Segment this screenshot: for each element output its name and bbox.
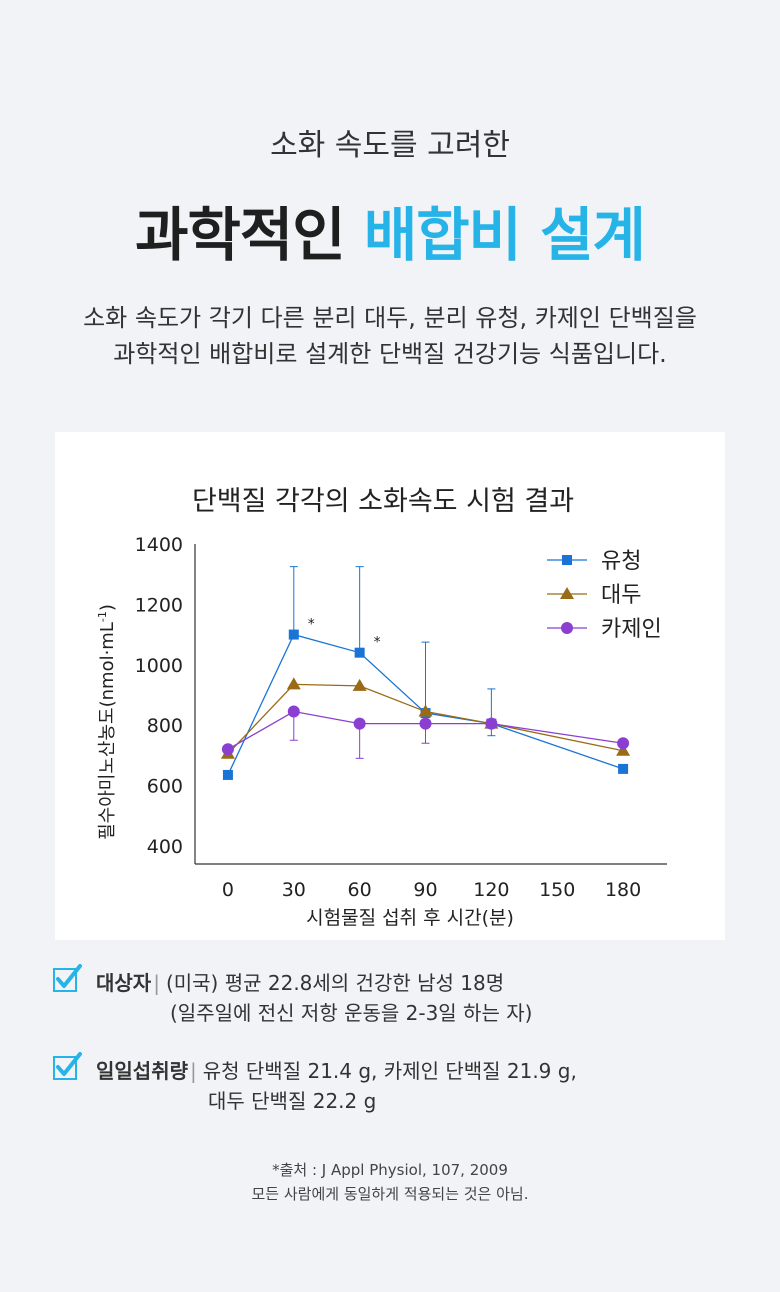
subject-label: 대상자	[96, 971, 152, 995]
y-axis-label-main: 필수아미노산농도(nmol·mL	[97, 622, 118, 840]
y-tick-label: 600	[147, 776, 183, 798]
chart-series: **	[220, 566, 631, 780]
y-axis-label-end: )	[97, 604, 118, 611]
y-axis-label-superscript: -1	[96, 611, 109, 622]
data-point	[616, 743, 631, 756]
description-line-2: 과학적인 배합비로 설계한 단백질 건강기능 식품입니다.	[113, 340, 667, 368]
data-point	[287, 705, 300, 718]
y-tick-label: 1400	[135, 534, 183, 556]
series-line	[227, 710, 624, 750]
chart-axes	[194, 544, 667, 865]
x-tick-label: 60	[348, 879, 372, 901]
data-point	[618, 763, 629, 774]
y-tick-label: 800	[147, 715, 183, 737]
chart-card: 단백질 각각의 소화속도 시험 결과 400 600 800 1000 1200 1400…	[55, 432, 725, 940]
chart-ticks: 400 600 800 1000 1200 1400 0 30 60 90 120 150 180	[135, 534, 642, 901]
data-point	[419, 717, 432, 730]
legend-label: 카제인	[601, 617, 662, 642]
footnote: *출처 : J Appl Physiol, 107, 2009 모든 사람에게 …	[0, 1158, 780, 1206]
headline-blue: 배합비 설계	[363, 201, 646, 269]
separator: |	[190, 1059, 197, 1083]
x-tick-label: 30	[282, 879, 306, 901]
footnote-disclaimer: 모든 사람에게 동일하게 적용되는 것은 아님.	[251, 1185, 529, 1203]
data-point	[221, 743, 234, 756]
digestion-rate-chart: 단백질 각각의 소화속도 시험 결과 400600800100012001400…	[96, 486, 667, 929]
series-0	[222, 566, 629, 780]
data-point	[617, 737, 630, 750]
legend-marker	[560, 587, 574, 599]
description-line-1: 소화 속도가 각기 다른 분리 대두, 분리 유청, 카제인 단백질을	[83, 304, 697, 332]
x-tick-label: 0	[222, 879, 234, 901]
checkbox-icon	[53, 964, 82, 992]
footnote-source: *출처 : J Appl Physiol, 107, 2009	[272, 1161, 508, 1179]
legend-label: 유청	[601, 549, 641, 574]
x-tick-label: 150	[539, 879, 575, 901]
headline-dark: 과학적인	[135, 201, 345, 269]
series-line	[227, 683, 624, 755]
significance-marker: *	[374, 635, 381, 651]
intake-info: 일일섭취량 | 유청 단백질 21.4 g, 카제인 단백질 21.9 g, 대두 …	[52, 1052, 742, 1116]
series-2	[221, 705, 630, 759]
data-point	[288, 629, 299, 640]
x-tick-label: 120	[473, 879, 509, 901]
legend-label: 대두	[601, 583, 641, 608]
data-point	[353, 717, 366, 730]
significance-marker: *	[308, 617, 315, 633]
intake-text-2: 대두 단백질 22.2 g	[208, 1089, 377, 1113]
y-axis-label: 필수아미노산농도(nmol·mL-1)	[96, 604, 118, 840]
x-axis-label: 시험물질 섭취 후 시간(분)	[306, 907, 514, 929]
data-point	[485, 717, 498, 730]
subject-line-1: 대상자 | (미국) 평균 22.8세의 건강한 남성 18명	[96, 968, 504, 998]
y-tick-label: 400	[147, 836, 183, 858]
y-tick-label: 1000	[135, 655, 183, 677]
separator: |	[153, 971, 160, 995]
y-tick-label: 1200	[135, 594, 183, 616]
headline: 과학적인 배합비 설계	[0, 188, 780, 272]
subject-text-1: (미국) 평균 22.8세의 건강한 남성 18명	[165, 971, 505, 995]
subtitle: 소화 속도를 고려한	[270, 128, 510, 163]
data-point	[352, 678, 367, 691]
legend-marker	[561, 622, 573, 634]
subject-info: 대상자 | (미국) 평균 22.8세의 건강한 남성 18명 (일주일에 전신 저…	[52, 964, 742, 1028]
data-point	[354, 647, 365, 658]
legend-marker	[562, 555, 572, 565]
series-line	[227, 633, 624, 776]
data-point	[286, 677, 301, 690]
x-tick-label: 90	[413, 879, 437, 901]
subject-text-2: (일주일에 전신 저항 운동을 2-3일 하는 자)	[170, 1001, 533, 1025]
data-point	[222, 769, 233, 780]
intake-text-1: 유청 단백질 21.4 g, 카제인 단백질 21.9 g,	[202, 1059, 577, 1083]
chart-title: 단백질 각각의 소화속도 시험 결과	[192, 486, 574, 517]
intake-line-1: 일일섭취량 | 유청 단백질 21.4 g, 카제인 단백질 21.9 g,	[96, 1056, 577, 1086]
x-tick-label: 180	[605, 879, 641, 901]
intake-label: 일일섭취량	[96, 1059, 188, 1083]
checkbox-icon	[53, 1052, 82, 1080]
data-point	[418, 704, 433, 717]
description: 소화 속도가 각기 다른 분리 대두, 분리 유청, 카제인 단백질을 과학적인…	[0, 300, 780, 372]
